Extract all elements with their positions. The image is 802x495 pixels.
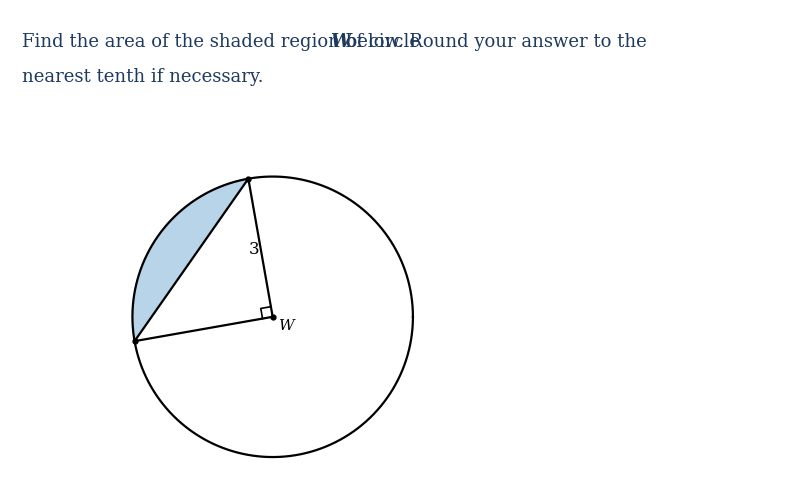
Text: W: W bbox=[279, 319, 295, 333]
Text: 3: 3 bbox=[249, 241, 260, 258]
Text: Find the area of the shaded region of circle: Find the area of the shaded region of ci… bbox=[22, 33, 426, 51]
Text: nearest tenth if necessary.: nearest tenth if necessary. bbox=[22, 68, 264, 86]
Text: W: W bbox=[330, 33, 350, 51]
Text: below. Round your answer to the: below. Round your answer to the bbox=[340, 33, 647, 51]
Polygon shape bbox=[132, 179, 249, 341]
